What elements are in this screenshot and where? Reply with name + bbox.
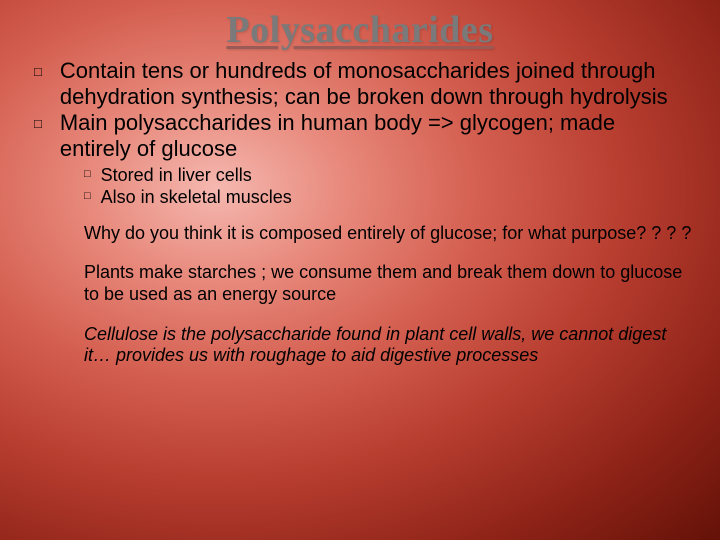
bullet-item: □ Main polysaccharides in human body => … (34, 110, 692, 162)
sub-bullet-text: Stored in liver cells (101, 164, 252, 187)
paragraph: Plants make starches ; we consume them a… (84, 262, 692, 305)
sub-bullet-list: □ Stored in liver cells □ Also in skelet… (84, 164, 692, 209)
sub-bullet-item: □ Stored in liver cells (84, 164, 692, 187)
paragraph: Why do you think it is composed entirely… (84, 223, 692, 245)
square-bullet-icon: □ (34, 64, 42, 110)
sub-bullet-text: Also in skeletal muscles (101, 186, 292, 209)
square-bullet-icon: □ (34, 116, 42, 162)
square-bullet-icon: □ (84, 168, 91, 187)
bullet-text: Main polysaccharides in human body => gl… (60, 110, 692, 162)
bullet-text: Contain tens or hundreds of monosacchari… (60, 58, 692, 110)
paragraph-italic: Cellulose is the polysaccharide found in… (84, 324, 692, 367)
bullet-item: □ Contain tens or hundreds of monosaccha… (34, 58, 692, 110)
slide-title: Polysaccharides (28, 8, 692, 52)
sub-bullet-item: □ Also in skeletal muscles (84, 186, 692, 209)
square-bullet-icon: □ (84, 190, 91, 209)
slide-body: □ Contain tens or hundreds of monosaccha… (28, 58, 692, 367)
